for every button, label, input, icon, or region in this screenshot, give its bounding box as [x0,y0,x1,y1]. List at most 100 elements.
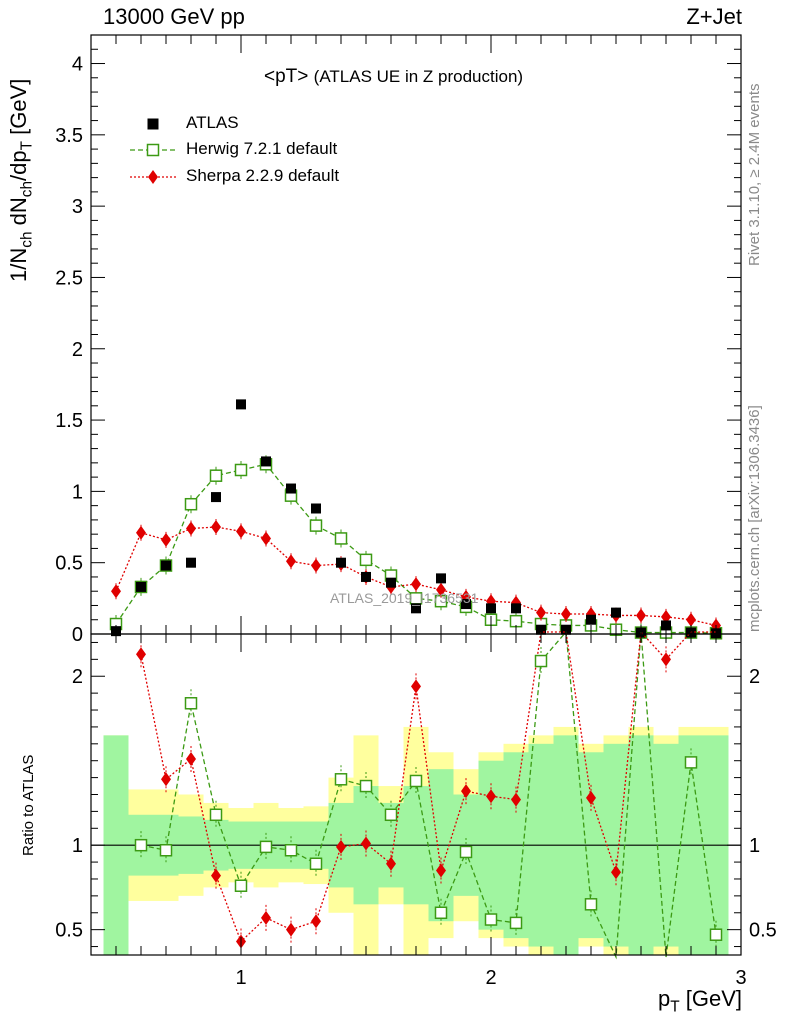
atlas-point [511,603,521,614]
atlas-point [286,483,296,494]
sherpa-ratio-point [336,839,346,854]
sherpa-ratio-point [611,865,621,880]
chart-subtitle: (ATLAS UE in Z production) [313,67,524,86]
herwig-ratio-point [359,779,373,793]
herwig-point [234,463,248,477]
sherpa-point [636,608,646,623]
herwig-ratio-line [140,630,717,960]
sherpa-point [536,605,546,620]
herwig-point [184,497,198,511]
atlas-point [486,603,496,614]
legend-label-sherpa: Sherpa 2.2.9 default [186,166,340,185]
x-tick-label: 1 [235,967,246,989]
x-tick-label: 3 [735,967,746,989]
sherpa-ratio-point [661,652,671,667]
sherpa-point [411,577,421,592]
x-tick-label: 2 [485,967,496,989]
x-axis-label: pT [GeV] [657,986,742,1016]
herwig-ratio-point [184,697,198,710]
sherpa-point [111,584,121,599]
atlas-point [586,614,596,625]
sherpa-ratio-point [261,910,271,925]
sherpa-point [686,612,696,627]
rivet-version-note: Rivet 3.1.10, ≥ 2.4M events [746,83,763,267]
atlas-point [611,607,621,618]
sherpa-ratio-point [386,856,396,871]
herwig-ratio-point [209,808,223,822]
ratio-y-tick-label-right: 0.5 [749,920,777,942]
herwig-ratio-point [709,928,723,941]
sherpa-ratio-point [436,863,446,878]
atlas-point [211,492,221,503]
ratio-y-tick-label-left: 1 [72,835,83,857]
main-y-tick-label: 4 [72,54,83,76]
sherpa-ratio-point [286,922,296,937]
sherpa-point [136,525,146,540]
atlas-point [311,503,321,514]
chart-title-main: <pT> [264,66,309,87]
herwig-ratio-point [684,756,698,769]
herwig-ratio-point [509,916,523,930]
ratio-y-tick-label-right: 2 [749,666,760,688]
herwig-ratio-point [134,838,148,852]
main-y-tick-label: 2 [72,339,83,361]
sherpa-ratio-point [136,647,146,662]
herwig-ratio-point [334,773,348,786]
atlas-point [411,603,421,614]
sherpa-ratio-point [461,784,471,799]
sherpa-point [161,532,171,547]
herwig-ratio-point [159,844,173,857]
main-y-tick-label: 3 [72,196,83,218]
atlas-point [136,581,146,592]
sherpa-ratio-point [186,752,196,767]
sherpa-ratio-point [211,868,221,883]
herwig-point [209,469,223,482]
herwig-ratio-point [234,879,248,892]
herwig-ratio-point [534,654,548,668]
legend-label-atlas: ATLAS [186,113,239,132]
herwig-ratio-point [284,844,298,857]
main-y-tick-label: 3.5 [55,125,83,147]
herwig-ratio-point [409,774,423,788]
atlas-point [161,560,171,571]
sherpa-point [261,531,271,546]
herwig-ratio-point [584,898,598,911]
legend-marker-sherpa [148,170,158,184]
sherpa-point [211,520,221,535]
sherpa-ratio-point [361,836,371,851]
legend-marker-herwig [146,143,160,157]
sherpa-ratio-line [140,630,716,943]
main-y-tick-label: 1.5 [55,410,83,432]
sherpa-ratio-point [311,914,321,929]
ratio-y-axis-label: Ratio to ATLAS [20,754,37,856]
ratio-y-tick-label-right: 1 [749,835,760,857]
herwig-ratio-point [384,808,398,822]
sherpa-point [661,609,671,624]
sherpa-point [186,521,196,536]
sherpa-point [311,558,321,573]
main-y-tick-label: 2.5 [55,267,83,289]
atlas-point [461,599,471,610]
legend-marker-atlas [147,118,159,130]
atlas-point [261,456,271,467]
sherpa-point [286,554,296,569]
atlas-point [186,557,196,568]
mcplots-reference-note: mcplots.cern.ch [arXiv:1306.3436] [746,405,763,632]
ratio-y-tick-label-left: 2 [72,666,83,688]
ratio-y-tick-label-left: 0.5 [55,920,83,942]
atlas-point [361,571,371,582]
herwig-ratio-point [259,840,273,854]
sherpa-ratio-point [586,790,596,805]
herwig-point [334,532,348,545]
atlas-point [436,573,446,584]
analysis-watermark: ATLAS_2019_I1736531 [330,590,479,606]
herwig-point [359,553,373,567]
sherpa-ratio-point [161,772,171,787]
herwig-ratio-point [484,913,498,926]
atlas-point [336,557,346,568]
herwig-ratio-point [309,857,323,871]
atlas-point [386,577,396,588]
atlas-point [236,399,246,410]
herwig-ratio-point [434,906,448,920]
